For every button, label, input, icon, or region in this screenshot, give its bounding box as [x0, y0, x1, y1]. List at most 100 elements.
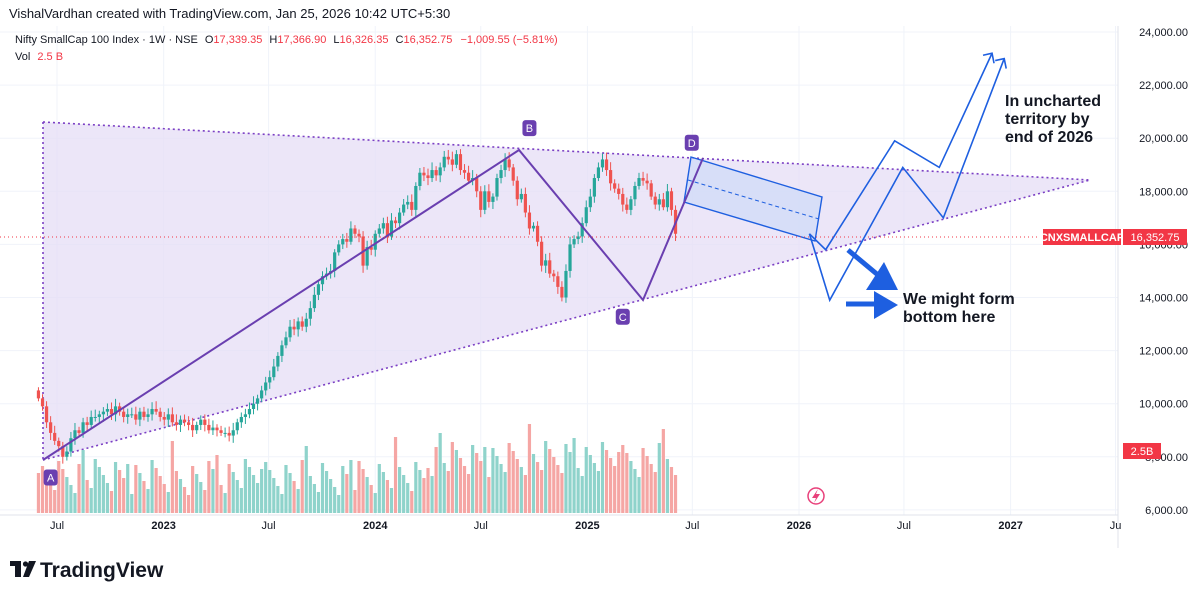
volume-bar — [665, 459, 670, 513]
volume-bar — [495, 456, 499, 513]
candle-body — [199, 419, 203, 425]
volume-bar — [118, 470, 122, 513]
x-tick-label: Jul — [685, 520, 699, 532]
candle-body — [239, 416, 243, 423]
volume-bar — [454, 450, 459, 513]
candle-body — [495, 178, 499, 197]
candle-body — [300, 321, 304, 327]
territory-annotation-line-2: territory by — [1005, 111, 1090, 128]
candle-body — [288, 326, 292, 338]
volume-bar — [308, 476, 312, 513]
volume-bar — [357, 461, 361, 513]
candle-body — [113, 406, 118, 415]
candle-body — [397, 212, 402, 224]
volume-bar — [572, 438, 576, 513]
volume-bar — [138, 473, 142, 513]
candle-body — [389, 220, 394, 237]
candle-body — [479, 191, 483, 210]
point-label-box — [615, 308, 630, 325]
volume-bar — [471, 445, 475, 513]
volume-bar — [629, 461, 633, 513]
volume-badge: 2.5B — [1123, 443, 1161, 459]
volume-bar — [540, 470, 544, 513]
candle-body — [552, 273, 556, 277]
volume-bar — [215, 455, 219, 513]
candle-body — [203, 419, 207, 425]
candle-body — [219, 430, 223, 433]
candle-body — [44, 406, 49, 423]
volume-bar — [178, 479, 183, 513]
candle-body — [422, 172, 426, 176]
candle-body — [406, 201, 410, 205]
candle-body — [320, 276, 325, 285]
candle-body — [665, 191, 670, 208]
x-tick-label: Ju — [1110, 520, 1122, 532]
y-tick-label: 10,000.00 — [1139, 399, 1188, 411]
volume-bar — [519, 467, 523, 513]
price-chart[interactable]: A B C D We might form bottom here In unchar… — [0, 26, 1200, 548]
volume-bar — [491, 448, 495, 513]
candle-body — [475, 178, 479, 192]
volume-bar — [174, 471, 179, 513]
volume-bar — [564, 444, 568, 513]
volume-bar — [122, 478, 126, 513]
volume-bar — [479, 461, 483, 513]
projection-path-1 — [808, 58, 1005, 303]
candle-body — [182, 419, 187, 423]
candle-body — [231, 430, 235, 436]
point-label-A: A — [47, 472, 55, 484]
candle-body — [604, 159, 609, 171]
candle-body — [503, 159, 507, 171]
volume-bar — [126, 464, 130, 513]
volume-bar — [158, 476, 162, 513]
volume-bar — [199, 482, 203, 513]
candle-body — [170, 414, 174, 423]
x-tick-label: 2023 — [151, 520, 175, 532]
candle-body — [40, 398, 45, 407]
candle-body — [166, 414, 170, 420]
volume-bar — [296, 489, 300, 513]
volume-bar — [523, 475, 527, 513]
volume-bar — [219, 485, 223, 513]
volume-bar — [255, 483, 260, 513]
candle-body — [446, 156, 450, 160]
legend-vol-label: Vol — [15, 51, 30, 63]
volume-bar — [613, 466, 617, 513]
candle-body — [247, 409, 252, 415]
price-axis[interactable]: 24,000.0022,000.0020,000.0018,000.0016,0… — [1117, 26, 1188, 548]
volume-bar — [166, 492, 170, 513]
candle-body — [276, 355, 280, 367]
badge-symbol: CNXSMALLCAP — [1040, 232, 1124, 244]
volume-bar — [377, 464, 381, 513]
candle-body — [426, 175, 430, 179]
volume-bar — [97, 467, 101, 513]
candle-body — [215, 427, 219, 431]
legend-open-label: O — [205, 34, 214, 46]
candle-body — [657, 199, 661, 205]
candle-body — [458, 154, 463, 171]
candle-body — [454, 154, 459, 165]
footer: TradingView — [0, 548, 1200, 595]
candle-body — [191, 424, 195, 431]
badge-price: 16,352.75 — [1131, 232, 1180, 244]
volume-bar — [223, 493, 227, 513]
candle-body — [442, 156, 446, 168]
symbol-price-badge: CNXSMALLCAP 16,352.75 — [1040, 229, 1187, 245]
candle-body — [499, 170, 503, 179]
volume-bar — [320, 463, 325, 513]
tradingview-logo[interactable]: TradingView — [10, 557, 163, 583]
time-axis[interactable]: Jul 2023 Jul 2024 Jul 2025 Jul 2026 Jul 2027 Ju — [0, 514, 1122, 532]
volume-bar — [40, 466, 45, 513]
volume-bar — [61, 469, 65, 513]
candle-body — [487, 191, 491, 202]
territory-annotation-line-3: end of 2026 — [1005, 129, 1093, 146]
legend-symbol: Nifty SmallCap 100 Index · 1W · NSE — [15, 34, 198, 46]
candle-body — [316, 284, 321, 295]
volume-bar — [316, 492, 321, 513]
candle-body — [564, 270, 568, 298]
volume-bar — [389, 488, 394, 513]
candle-body — [560, 286, 564, 298]
candle-body — [584, 207, 588, 224]
lightning-icon[interactable] — [807, 487, 825, 505]
legend-close-value: 16,352.75 — [403, 34, 452, 46]
